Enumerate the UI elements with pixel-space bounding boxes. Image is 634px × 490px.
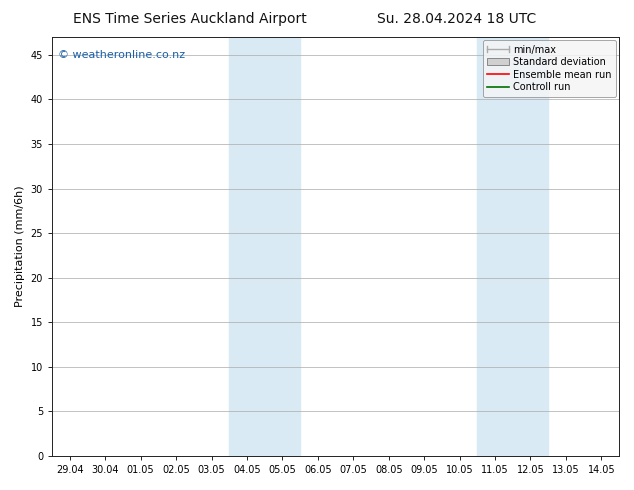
Y-axis label: Precipitation (mm/6h): Precipitation (mm/6h) bbox=[15, 186, 25, 307]
Legend: min/max, Standard deviation, Ensemble mean run, Controll run: min/max, Standard deviation, Ensemble me… bbox=[482, 40, 616, 97]
Bar bbox=[477, 37, 548, 456]
Text: ENS Time Series Auckland Airport: ENS Time Series Auckland Airport bbox=[74, 12, 307, 26]
Text: © weatheronline.co.nz: © weatheronline.co.nz bbox=[58, 49, 185, 60]
Bar bbox=[230, 37, 300, 456]
Text: Su. 28.04.2024 18 UTC: Su. 28.04.2024 18 UTC bbox=[377, 12, 536, 26]
